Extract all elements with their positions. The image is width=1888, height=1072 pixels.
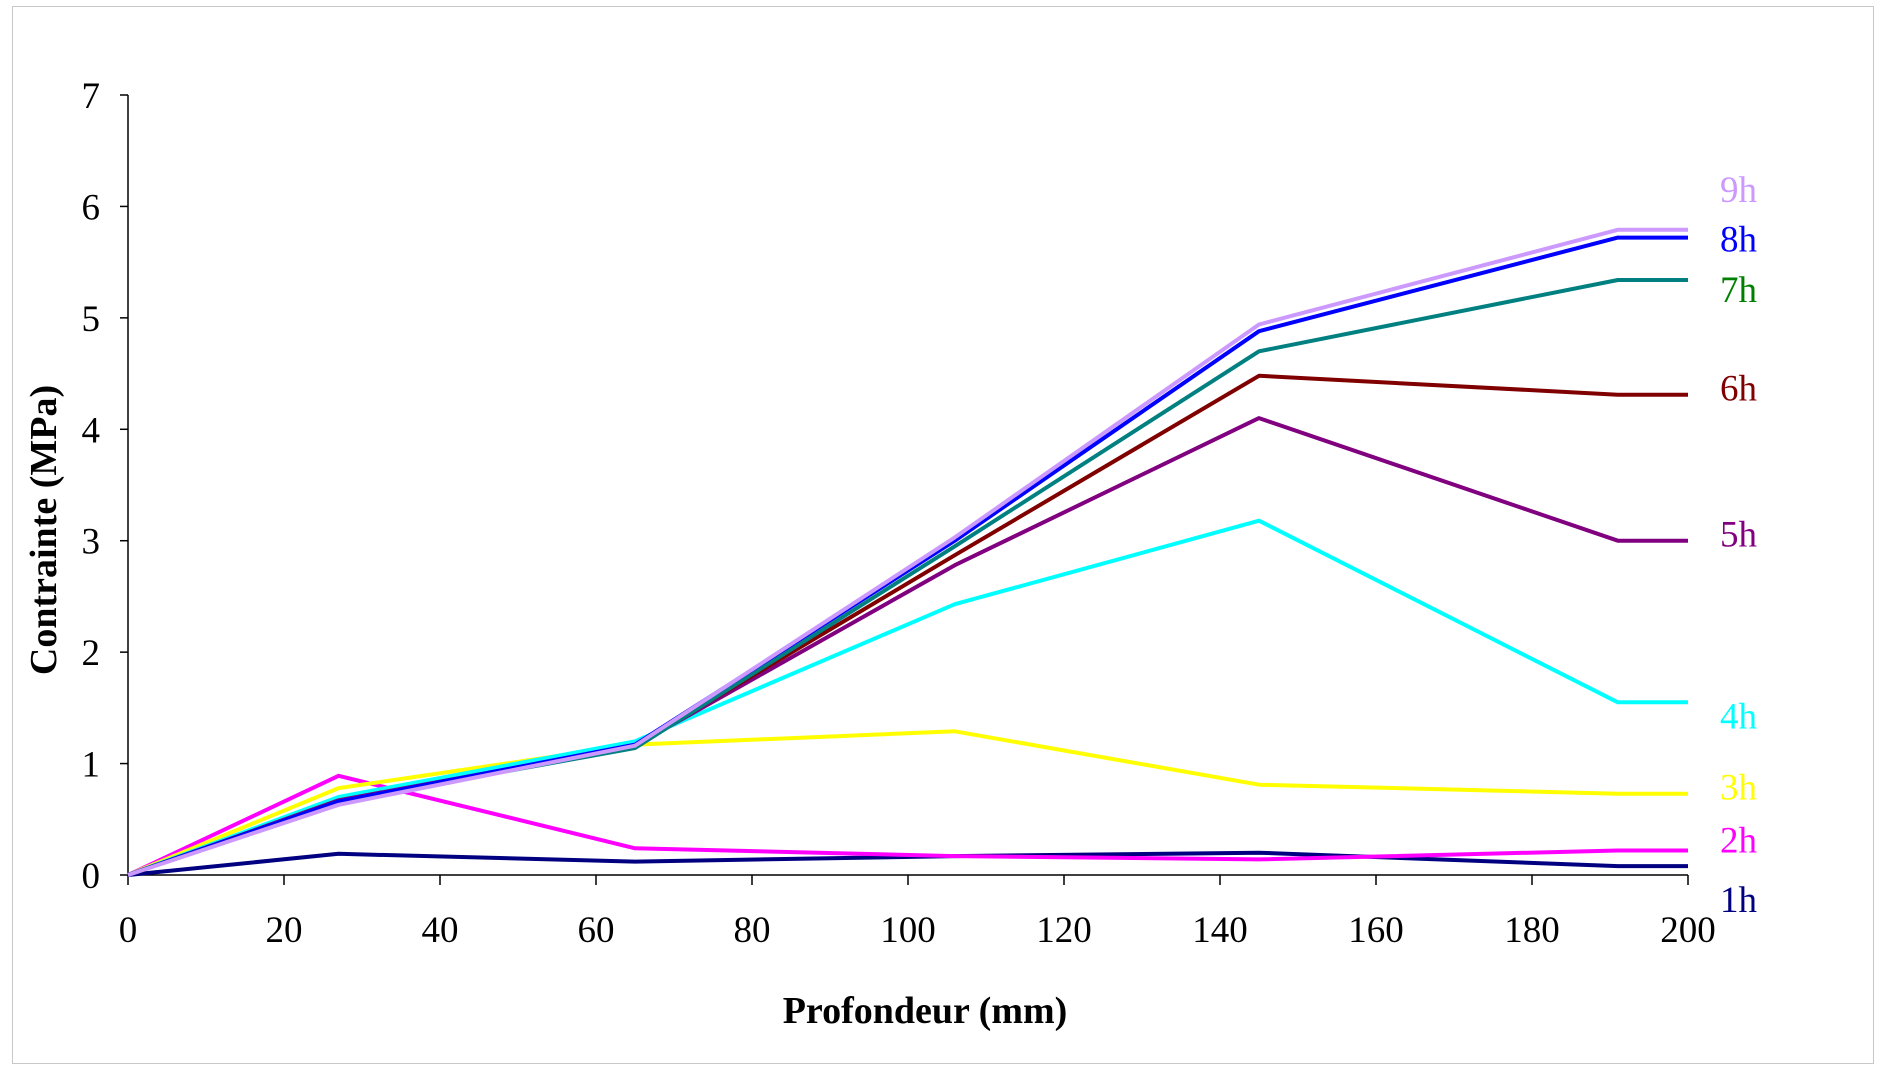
x-tick-label: 40: [422, 910, 459, 951]
series-line-9h: [127, 227, 1688, 877]
x-tick-label: 160: [1348, 910, 1404, 951]
series-label-9h: 9h: [1720, 170, 1758, 211]
y-tick-label: 5: [82, 299, 101, 340]
x-tick-label: 200: [1660, 910, 1716, 951]
series-label-2h: 2h: [1720, 820, 1758, 861]
series-line-3h: [127, 729, 1688, 877]
x-tick-label: 60: [578, 910, 615, 951]
series-label-3h: 3h: [1720, 768, 1758, 809]
series-label-4h: 4h: [1720, 696, 1758, 737]
x-axis-title: Profondeur (mm): [783, 990, 1068, 1032]
y-tick-label: 4: [82, 410, 101, 451]
series-lines: [127, 227, 1688, 877]
y-axis-title: Contrainte (MPa): [23, 385, 65, 675]
series-label-5h: 5h: [1720, 515, 1758, 556]
series-label-6h: 6h: [1720, 369, 1758, 410]
series-labels: 1h 2h 3h 4h 5h 6h 7h 8h 9h: [1720, 170, 1758, 921]
series-line-8h: [127, 235, 1688, 877]
x-tick-label: 140: [1192, 910, 1248, 951]
axes: 0 1 2 3 4 5 6 7 0 20 40 60 80 100 120 140 160 180 200: [82, 76, 1716, 951]
x-tick-label: 180: [1504, 910, 1560, 951]
y-tick-label: 0: [82, 856, 101, 897]
series-line-2h: [127, 773, 1688, 877]
x-tick-label: 120: [1036, 910, 1092, 951]
y-tick-label: 6: [82, 187, 101, 228]
x-tick-label: 20: [266, 910, 303, 951]
series-label-8h: 8h: [1720, 220, 1758, 261]
series-label-7h: 7h: [1720, 270, 1758, 311]
y-tick-label: 2: [82, 633, 101, 674]
x-tick-label: 0: [119, 910, 138, 951]
series-label-1h: 1h: [1720, 880, 1758, 921]
y-tick-label: 1: [82, 745, 101, 786]
x-tick-label: 100: [880, 910, 936, 951]
series-line-5h: [127, 416, 1688, 877]
y-tick-label: 3: [82, 522, 101, 563]
y-tick-label: 7: [82, 76, 101, 117]
series-line-4h: [127, 518, 1688, 877]
x-tick-label: 80: [734, 910, 771, 951]
chart-frame: [12, 6, 1874, 1064]
